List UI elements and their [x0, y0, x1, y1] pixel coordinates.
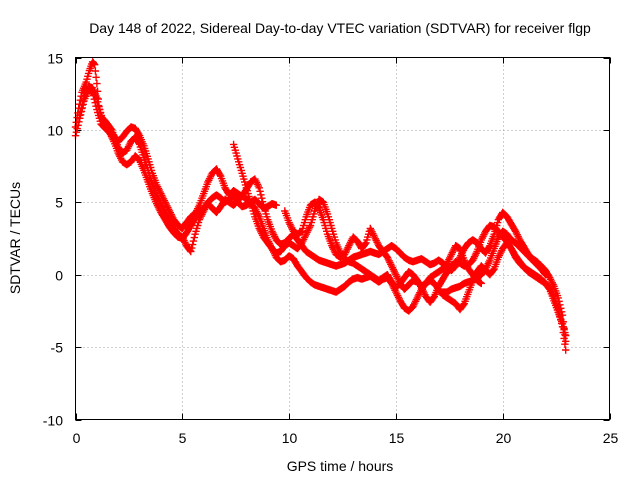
y-tick-label: 0	[55, 268, 63, 284]
series-track-5	[281, 198, 485, 293]
plot-frame	[75, 57, 610, 420]
chart-title: Day 148 of 2022, Sidereal Day-to-day VTE…	[89, 20, 591, 36]
x-tick-label: 5	[179, 430, 187, 446]
x-tick-label: 15	[389, 430, 405, 446]
y-tick-label: 5	[55, 195, 63, 211]
series-marks	[76, 82, 280, 256]
series-marks	[281, 198, 485, 293]
y-tick-label: -10	[43, 413, 63, 429]
axis-ticks: 0 5 10 15 20 25 -10 -5 0 5 10 15	[43, 51, 619, 447]
y-tick-label: -5	[51, 340, 64, 356]
y-tick-label: 10	[47, 123, 63, 139]
x-tick-label: 25	[603, 430, 619, 446]
x-tick-label: 0	[73, 430, 81, 446]
y-tick-label: 15	[47, 51, 63, 67]
x-tick-label: 20	[496, 430, 512, 446]
series-marks	[439, 227, 550, 296]
x-tick-label: 10	[282, 430, 298, 446]
series-track-3	[76, 82, 280, 256]
series-track-6	[439, 227, 550, 296]
x-axis-label: GPS time / hours	[287, 458, 394, 474]
y-axis-label: SDTVAR / TECUs	[7, 182, 23, 294]
data-marks	[71, 58, 570, 354]
